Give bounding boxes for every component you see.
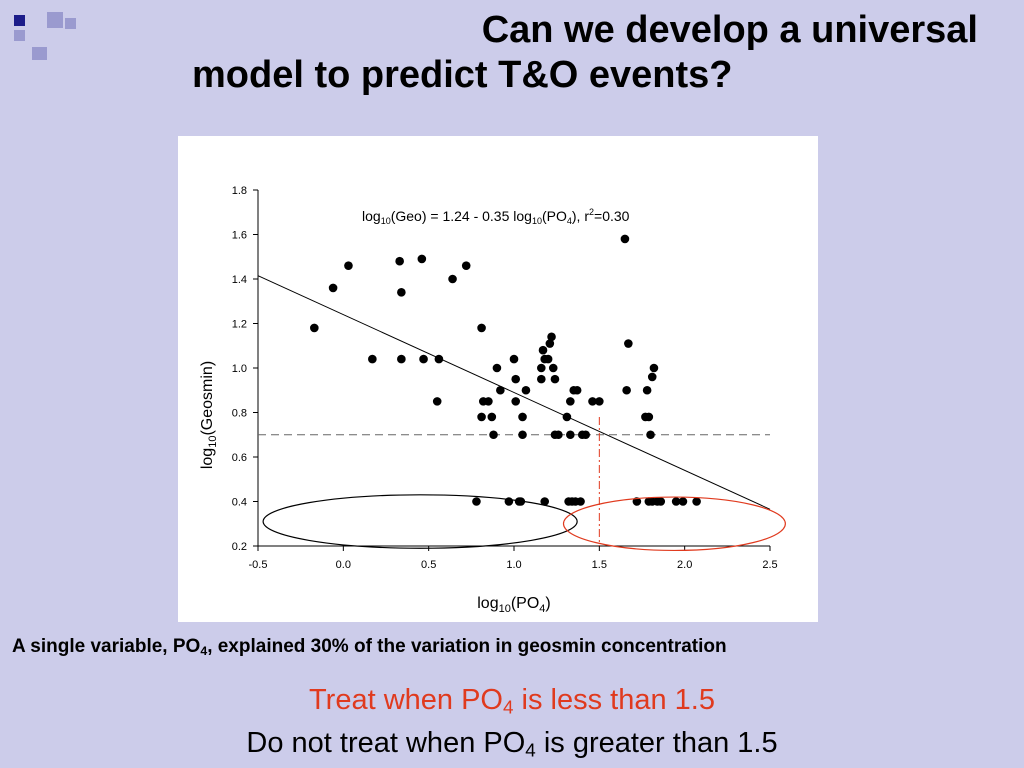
decor-square-light-4 — [32, 47, 47, 60]
data-point — [566, 430, 575, 440]
decor-square-dark-1 — [14, 15, 25, 26]
treat-region-ellipse — [262, 494, 578, 549]
data-point — [434, 354, 444, 364]
y-tick-label: 0.2 — [232, 541, 247, 553]
data-point — [545, 339, 555, 348]
data-point — [477, 323, 486, 333]
chart-caption: A single variable, PO4, explained 30% of… — [12, 636, 727, 659]
data-point — [588, 397, 597, 406]
scatter-chart: 0.2 0.4 0.6 0.8 1.0 1.2 1.4 1.6 1.8 -0.5 0.0 0.5 1.0… — [199, 185, 786, 615]
chart-panel: 0.2 0.4 0.6 0.8 1.0 1.2 1.4 1.6 1.8 -0.5 0.0 0.5 1.0… — [178, 136, 818, 622]
data-point — [622, 385, 631, 395]
regression-line — [257, 275, 771, 510]
data-point — [518, 430, 527, 440]
data-point — [461, 261, 471, 270]
data-point — [566, 397, 575, 406]
x-tick-label: 0.0 — [336, 559, 351, 571]
y-axis-label: log10(Geosmin) — [199, 361, 219, 469]
x-tick-label: 2.0 — [677, 559, 692, 571]
data-point — [620, 234, 630, 244]
data-point — [540, 497, 550, 506]
data-point — [511, 374, 521, 384]
no-treat-region-ellipse — [562, 496, 786, 552]
x-tick-label: 1.0 — [506, 559, 521, 571]
data-point — [477, 412, 486, 422]
data-point — [550, 374, 560, 384]
data-point — [487, 412, 497, 422]
data-point — [554, 430, 563, 440]
data-point — [419, 354, 428, 364]
decor-square-light-1 — [47, 12, 63, 28]
data-point — [572, 385, 582, 395]
x-axis-label: log10(PO4) — [477, 595, 551, 615]
decor-square-light-2 — [65, 18, 76, 29]
data-point — [489, 430, 498, 440]
slide-title-line1: Can we develop a universal — [481, 9, 978, 51]
data-point — [576, 497, 585, 506]
data-point — [547, 332, 556, 342]
data-point — [538, 345, 548, 355]
data-point — [511, 397, 521, 406]
y-tick-label: 0.6 — [232, 452, 247, 464]
x-tick-label: -0.5 — [249, 559, 268, 571]
data-point — [397, 288, 406, 297]
y-tick-label: 1.4 — [232, 274, 247, 286]
y-tick-label: 1.6 — [232, 230, 247, 242]
data-point — [344, 261, 353, 270]
no-treat-recommendation: Do not treat when PO4 is greater than 1.… — [246, 727, 778, 761]
data-point — [548, 363, 558, 373]
data-point — [671, 497, 681, 506]
data-point — [624, 339, 633, 348]
y-tick-label: 0.8 — [232, 408, 247, 420]
data-point — [692, 497, 701, 506]
data-point — [496, 385, 505, 395]
data-point — [504, 497, 514, 506]
treat-recommendation: Treat when PO4 is less than 1.5 — [309, 684, 715, 718]
data-point — [509, 354, 519, 364]
data-point — [417, 254, 427, 264]
data-point — [647, 372, 657, 382]
slide-title: Can we develop a universal model to pred… — [150, 8, 990, 98]
x-tick-label: 1.5 — [592, 559, 607, 571]
y-tick-label: 1.2 — [232, 319, 247, 331]
data-point — [562, 412, 572, 422]
data-point — [632, 497, 642, 506]
data-point — [543, 354, 553, 364]
y-tick-label: 1.0 — [232, 363, 247, 375]
data-point — [397, 354, 406, 364]
x-tick-label: 2.5 — [762, 559, 777, 571]
data-point — [368, 354, 377, 364]
data-point — [328, 283, 338, 293]
data-point — [678, 497, 688, 506]
data-point — [537, 374, 546, 384]
data-point — [518, 412, 527, 422]
data-point — [472, 497, 481, 506]
data-point — [521, 385, 531, 395]
data-point — [395, 256, 404, 266]
data-point — [656, 497, 666, 506]
data-point — [595, 397, 604, 406]
data-point — [310, 323, 319, 333]
data-point — [644, 412, 654, 422]
data-point — [537, 363, 546, 373]
data-point — [642, 385, 652, 395]
data-point — [581, 430, 590, 440]
data-point — [432, 397, 442, 406]
data-point — [649, 363, 659, 373]
y-tick-label: 1.8 — [232, 185, 247, 197]
data-point — [484, 397, 493, 406]
x-tick-label: 0.5 — [421, 559, 436, 571]
regression-equation: log10(Geo) = 1.24 - 0.35 log10(PO4), r2=… — [362, 207, 630, 226]
data-point — [492, 363, 502, 373]
slide-title-line2: model to predict T&O events? — [192, 54, 733, 96]
decor-square-light-3 — [14, 30, 25, 41]
data-point — [448, 274, 457, 284]
data-point — [646, 430, 655, 440]
y-tick-label: 0.4 — [232, 497, 247, 509]
